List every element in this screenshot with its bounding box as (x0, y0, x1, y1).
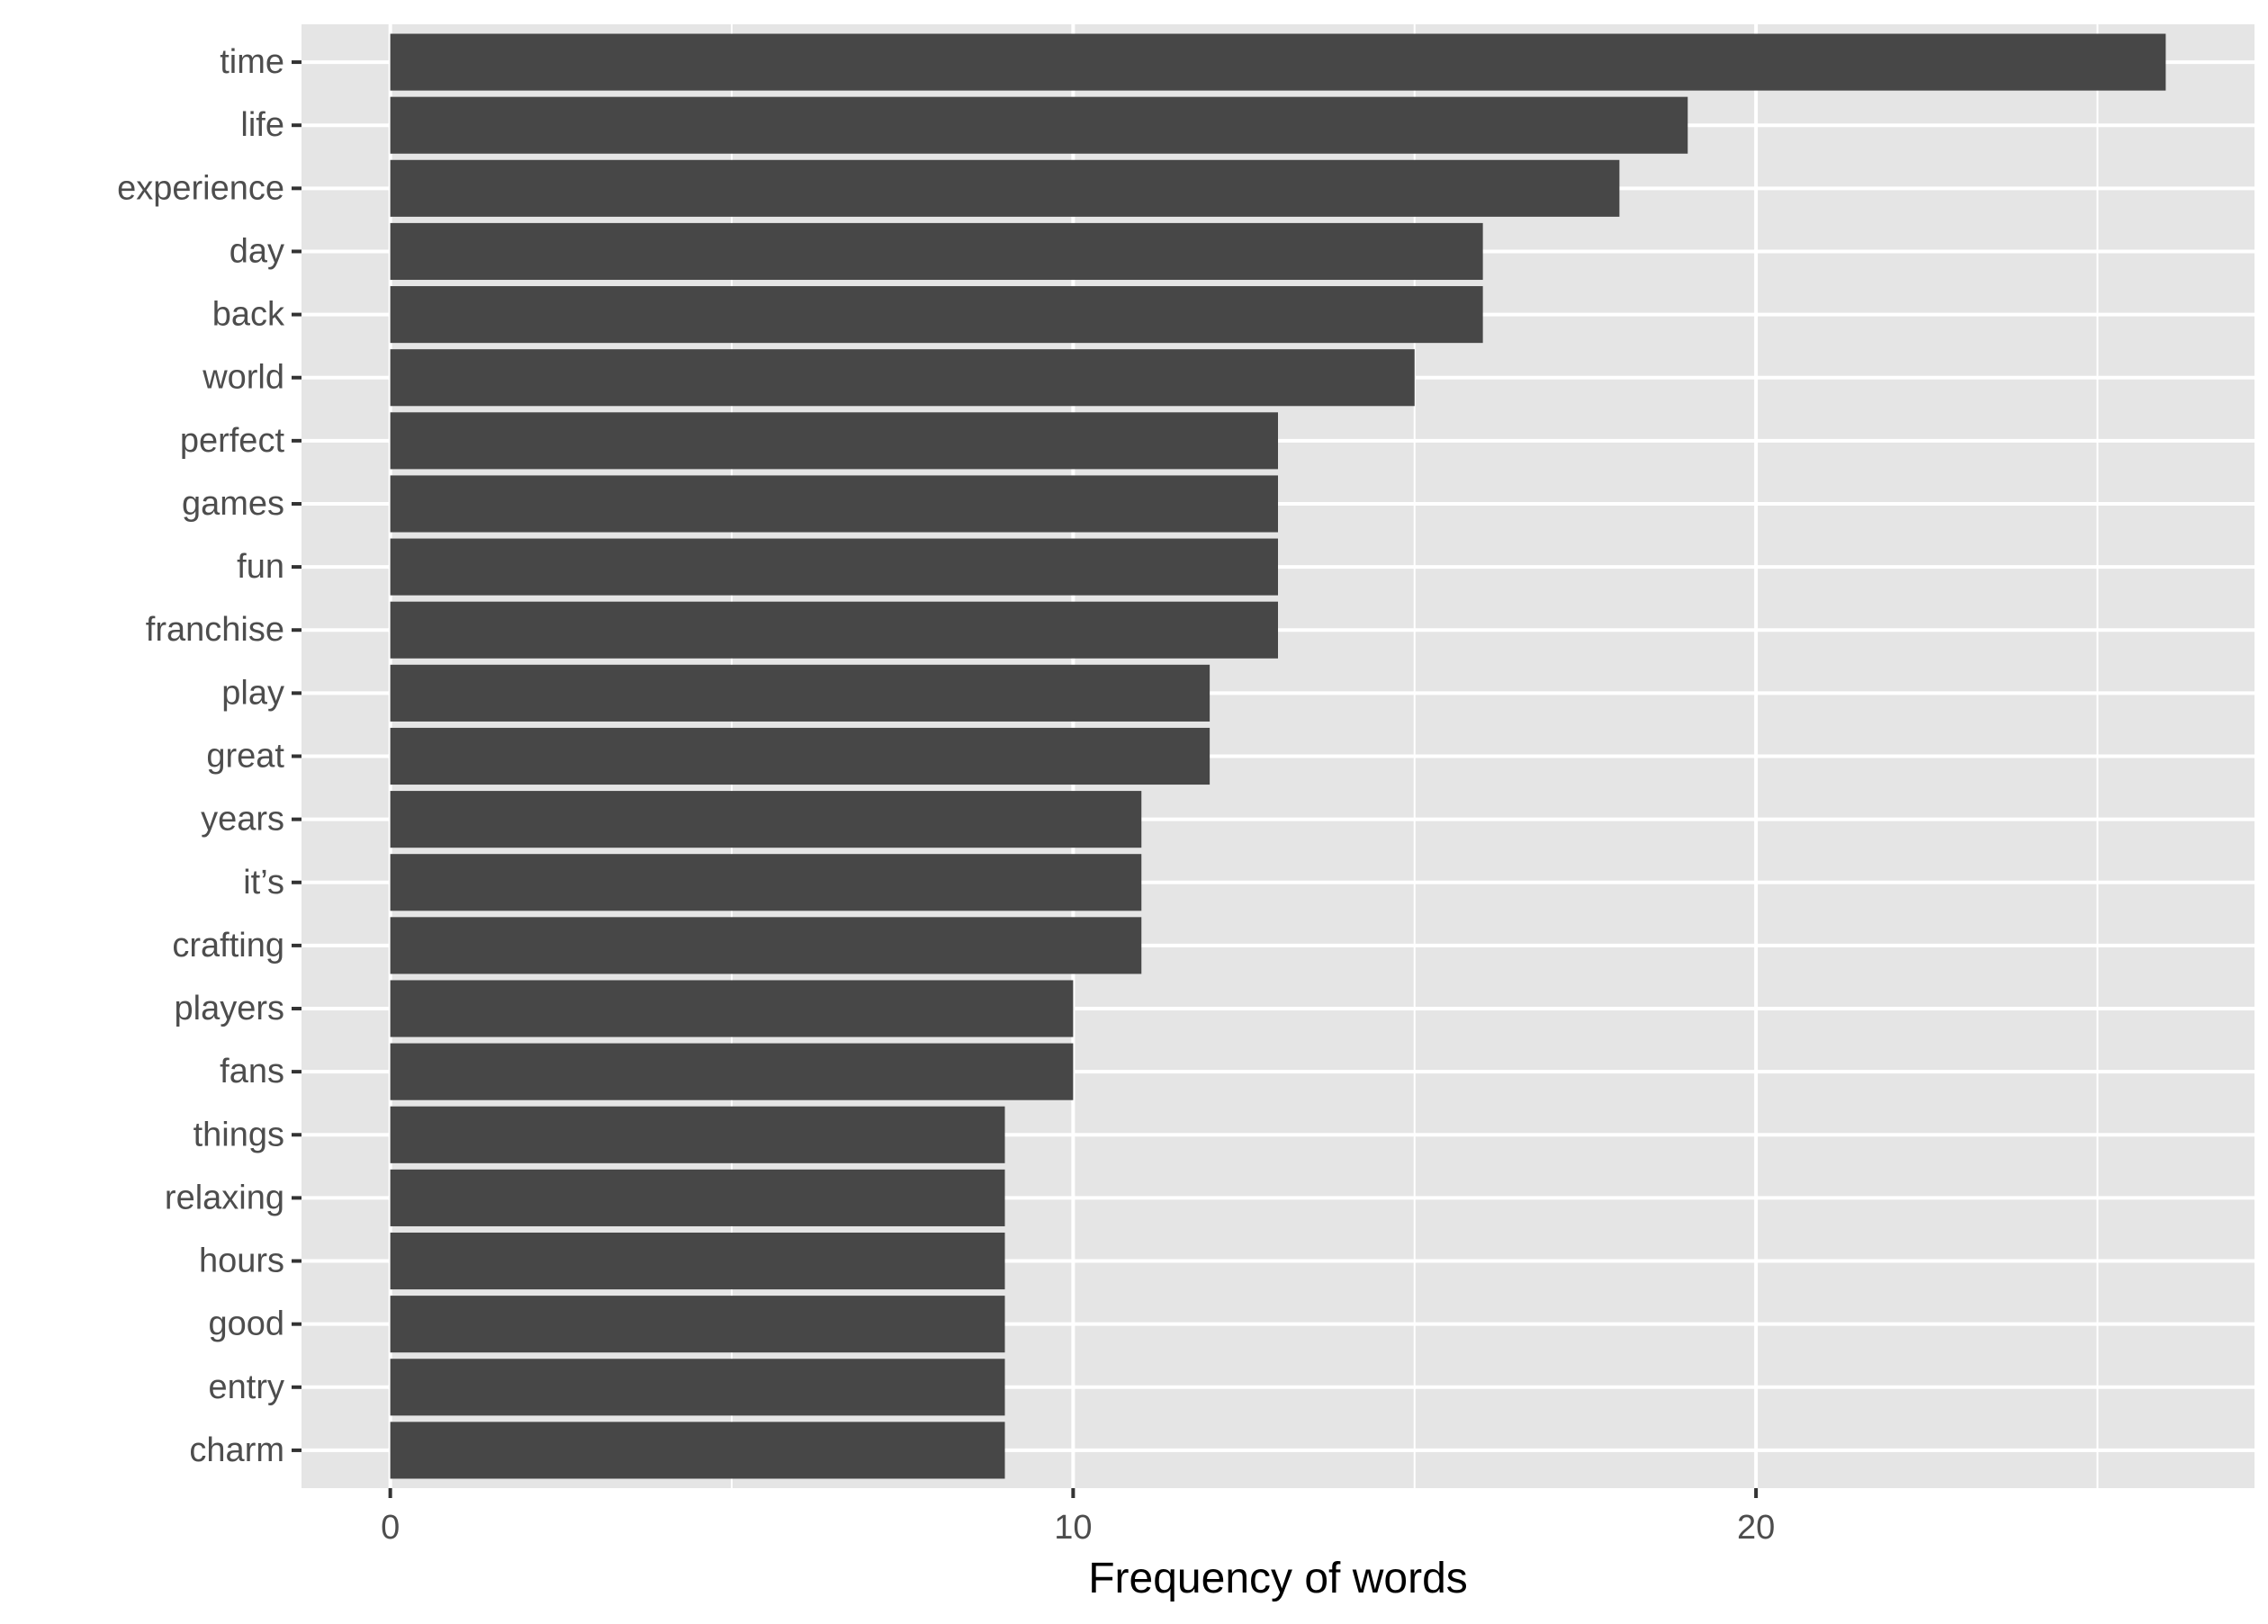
y-tick-label: good (208, 1305, 284, 1343)
y-axis: time life experience day back world perfect gam… (117, 43, 302, 1469)
bar-hours (390, 1232, 1005, 1290)
y-tick-label: entry (209, 1368, 284, 1406)
bar-perfect (390, 412, 1278, 470)
bar-years (390, 791, 1142, 848)
y-tick-label: years (201, 801, 284, 839)
bar-experience (390, 159, 1620, 217)
x-tick-label: 20 (1737, 1509, 1775, 1547)
x-tick-label: 10 (1054, 1509, 1092, 1547)
bar-fun (390, 538, 1278, 596)
bar-its (390, 854, 1142, 911)
x-tick-label: 0 (381, 1509, 400, 1547)
y-tick-label: fans (220, 1053, 284, 1090)
y-tick-label: franchise (146, 611, 284, 649)
y-tick-label: play (221, 674, 284, 712)
y-tick-label: day (230, 232, 284, 270)
y-tick-label: life (240, 106, 284, 144)
y-tick-label: crafting (172, 927, 284, 965)
bar-play (390, 664, 1210, 722)
y-tick-label: perfect (180, 422, 285, 460)
bar-crafting (390, 917, 1142, 974)
bar-games (390, 475, 1278, 533)
y-tick-label: hours (199, 1243, 284, 1280)
y-tick-label: fun (237, 548, 284, 586)
y-tick-label: experience (117, 169, 284, 207)
y-tick-label: time (220, 43, 284, 81)
y-tick-label: games (182, 485, 284, 523)
bar-world (390, 349, 1415, 407)
bar-franchise (390, 601, 1278, 659)
bars (390, 33, 2166, 1479)
y-tick-label: things (194, 1116, 284, 1153)
y-tick-label: relaxing (165, 1179, 284, 1216)
bar-charm (390, 1422, 1005, 1479)
bar-entry (390, 1359, 1005, 1416)
x-axis-title: Frequency of words (1088, 1555, 1468, 1602)
bar-back (390, 286, 1483, 344)
bar-things (390, 1106, 1005, 1163)
y-tick-label: it’s (243, 864, 284, 902)
y-tick-label: world (202, 359, 284, 397)
bar-relaxing (390, 1169, 1005, 1226)
bar-fans (390, 1043, 1074, 1100)
bar-good (390, 1296, 1005, 1353)
bar-time (390, 33, 2166, 91)
bar-players (390, 980, 1074, 1037)
y-tick-label: great (206, 738, 284, 776)
y-tick-label: back (212, 296, 285, 334)
x-axis: 0 10 20 (381, 1488, 1775, 1547)
bar-day (390, 222, 1483, 281)
y-tick-label: charm (189, 1431, 284, 1469)
bar-life (390, 96, 1688, 154)
bar-great (390, 727, 1210, 785)
y-tick-label: players (175, 990, 285, 1027)
